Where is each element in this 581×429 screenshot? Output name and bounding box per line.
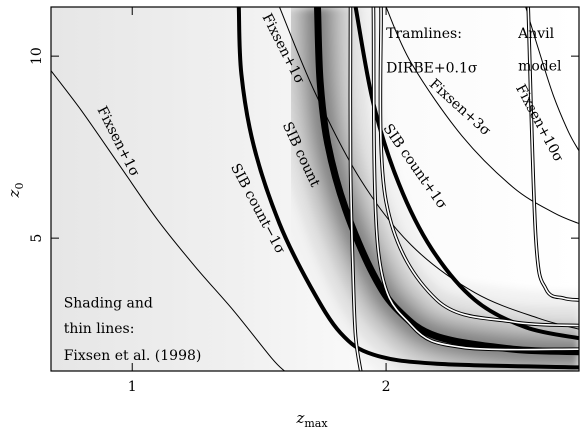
series-sib-count-1sigma <box>236 7 579 370</box>
plot-frame <box>50 6 580 372</box>
y-tick-label-10: 10 <box>29 47 45 65</box>
annotation-fixsen-et-al-1998-14: Fixsen et al. (1998) <box>64 348 202 364</box>
series-fixsen-3sigma <box>385 7 579 225</box>
series-tramline-4-inner <box>527 7 579 301</box>
series-tramline-3-inner <box>379 7 579 327</box>
annotation-model-11: model <box>518 59 562 75</box>
annotation-shading-and-12: Shading and <box>64 295 153 311</box>
series-tramline-1 <box>348 7 363 371</box>
annotation-tramlines-8: Tramlines: <box>386 26 462 42</box>
plot-area <box>51 7 579 371</box>
x-tick-label-1: 1 <box>128 379 137 395</box>
y-tick-label-5: 5 <box>29 234 45 243</box>
x-axis-label: zmax <box>295 409 328 429</box>
x-tick-label-2: 2 <box>382 379 391 395</box>
series-fixsen-10sigma <box>525 7 579 152</box>
series-tramline-1-inner <box>349 7 362 371</box>
x-axis-label-main: z <box>295 409 304 427</box>
series-fixsen-1sigma-right <box>279 7 579 330</box>
series-tramline-3 <box>378 7 579 328</box>
annotation-thin-lines-13: thin lines: <box>64 321 135 337</box>
series-layer <box>51 7 579 371</box>
x-axis-label-sub: max <box>304 417 328 429</box>
series-tramline-2-inner <box>372 7 579 351</box>
annotation-dirbe-0-1sigma-9: DIRBE+0.1σ <box>386 61 478 77</box>
y-axis-label-sub: 0 <box>13 183 26 190</box>
series-tramline-2 <box>371 7 579 352</box>
y-axis-label-main: z <box>5 189 23 198</box>
y-axis-label: z0 <box>5 183 26 199</box>
axis-ticks: 1 2 5 10 <box>29 7 579 395</box>
series-sib-count <box>314 7 579 356</box>
annotation-anvil-10: Anvil <box>517 26 555 42</box>
series-tramline-4 <box>526 7 579 302</box>
series-fixsen-1sigma-left <box>51 70 285 371</box>
